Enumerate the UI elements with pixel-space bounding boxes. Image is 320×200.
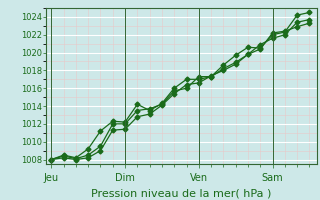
X-axis label: Pression niveau de la mer( hPa ): Pression niveau de la mer( hPa ) <box>92 189 272 199</box>
